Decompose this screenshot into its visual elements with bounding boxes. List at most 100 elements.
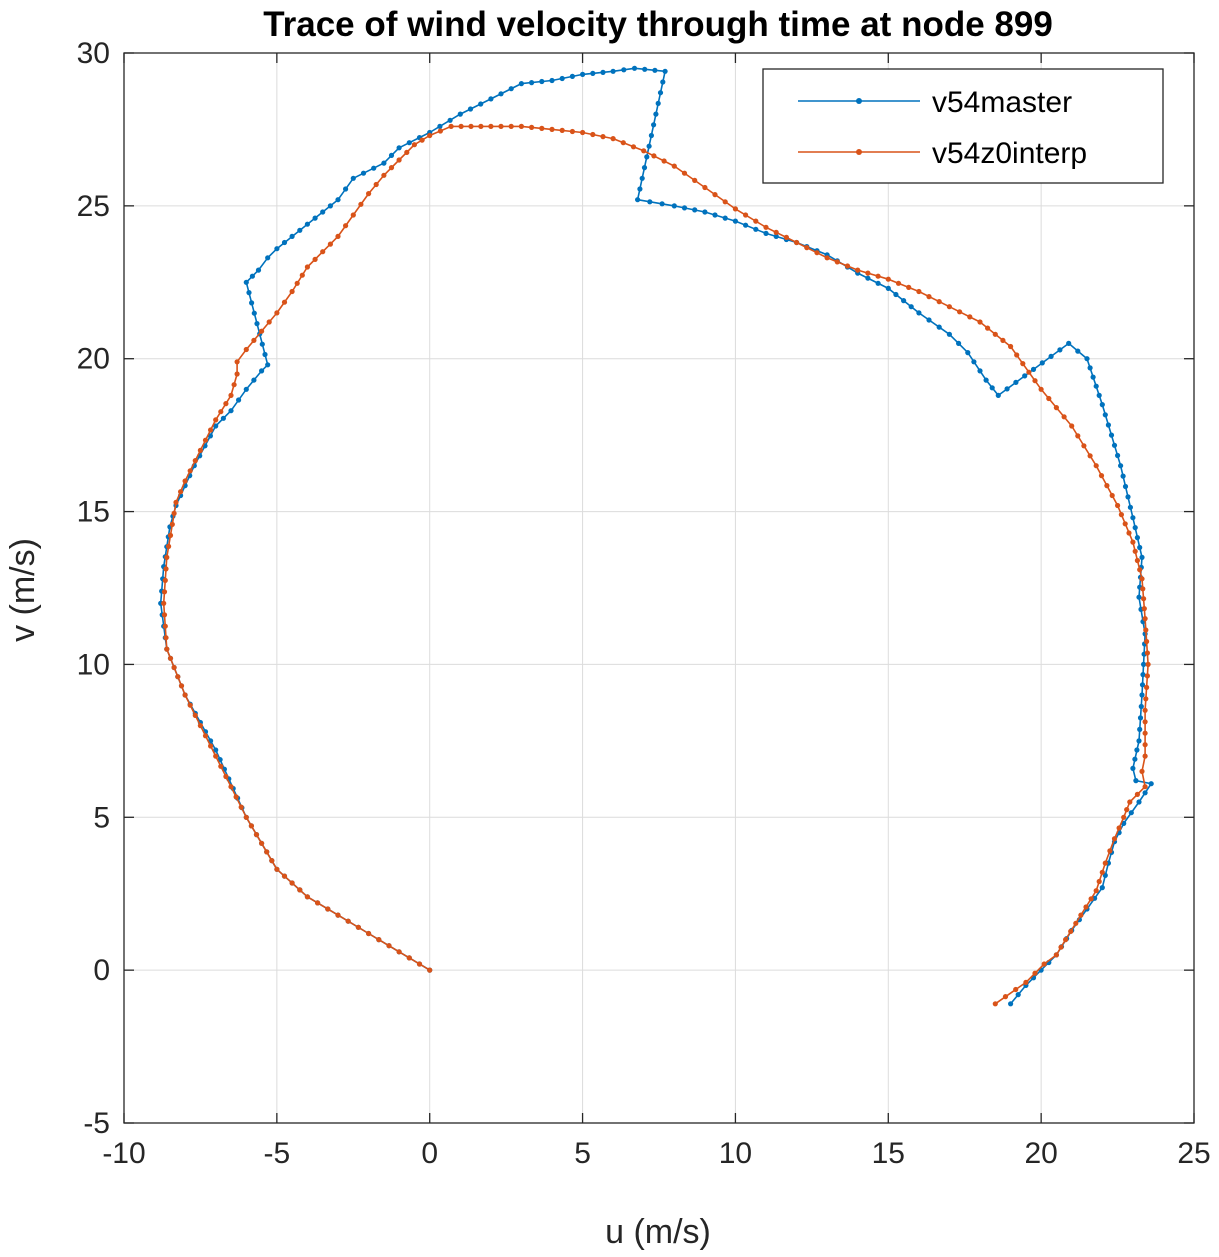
series-point-v54z0interp (274, 866, 280, 872)
legend-box (762, 68, 1164, 184)
series-point-v54master (662, 68, 668, 74)
series-point-v54z0interp (162, 577, 168, 584)
series-point-v54master (926, 317, 932, 323)
series-point-v54z0interp (794, 239, 800, 246)
series-point-v54master (875, 280, 881, 286)
series-point-v54master (289, 233, 295, 239)
series-point-v54master (977, 368, 983, 374)
series-point-v54z0interp (1008, 343, 1014, 350)
series-point-v54z0interp (304, 894, 310, 900)
series-point-v54z0interp (373, 181, 379, 188)
series-point-v54master (251, 377, 257, 383)
series-point-v54master (265, 362, 271, 368)
series-point-v54z0interp (1087, 453, 1093, 459)
series-point-v54master (1115, 452, 1121, 459)
x-tick-label-3: 5 (574, 1137, 591, 1170)
series-point-v54z0interp (419, 137, 425, 143)
series-point-v54master (657, 90, 664, 96)
series-point-v54z0interp (1142, 730, 1148, 736)
series-point-v54z0interp (396, 949, 402, 955)
series-point-v54z0interp (335, 912, 341, 918)
series-point-v54z0interp (1132, 548, 1138, 554)
series-point-v54z0interp (269, 858, 275, 864)
series-point-v54master (457, 111, 463, 117)
series-point-v54z0interp (1141, 596, 1147, 602)
series-point-v54master (371, 165, 377, 171)
series-point-v54master (1139, 692, 1145, 698)
series-point-v54master (1111, 442, 1118, 448)
series-point-v54z0interp (171, 664, 177, 671)
series-point-v54z0interp (824, 255, 830, 261)
series-point-v54master (1139, 682, 1146, 688)
series-point-v54z0interp (182, 478, 188, 484)
series-point-v54master (635, 197, 641, 203)
series-point-v54z0interp (161, 589, 168, 595)
series-point-v54master (646, 143, 652, 149)
series-point-v54z0interp (299, 272, 305, 278)
series-point-v54z0interp (366, 191, 372, 197)
series-point-v54z0interp (783, 234, 790, 240)
series-point-v54z0interp (234, 359, 240, 365)
series-point-v54master (228, 408, 234, 414)
series-point-v54z0interp (1144, 684, 1150, 691)
series-point-v54z0interp (388, 165, 395, 171)
series-point-v54master (1141, 661, 1147, 668)
series-point-v54master (1013, 379, 1019, 385)
series-point-v54z0interp (202, 437, 209, 443)
series-point-v54z0interp (681, 170, 688, 176)
series-point-v54master (936, 324, 942, 330)
series-point-v54z0interp (182, 692, 188, 698)
series-point-v54z0interp (1115, 502, 1121, 509)
series-point-v54master (702, 209, 708, 215)
series-point-v54z0interp (1145, 661, 1151, 668)
series-point-v54z0interp (259, 328, 265, 334)
x-tick-label-0: -10 (102, 1137, 145, 1170)
series-point-v54z0interp (1032, 378, 1038, 384)
series-point-v54z0interp (350, 212, 356, 218)
series-point-v54z0interp (478, 123, 484, 129)
series-point-v54z0interp (223, 773, 229, 780)
series-point-v54master (1133, 778, 1139, 784)
series-point-v54master (381, 160, 387, 166)
series-point-v54master (1099, 402, 1105, 408)
series-point-v54master (265, 255, 271, 261)
series-point-v54master (989, 385, 995, 391)
series-point-v54master (1148, 781, 1154, 787)
series-point-v54z0interp (590, 131, 596, 138)
legend-marker-v54z0interp (856, 149, 862, 155)
grid (123, 52, 1195, 1124)
series-point-v54master (1136, 799, 1142, 805)
series-point-v54z0interp (610, 136, 616, 142)
series-point-v54master (1127, 504, 1133, 510)
series-point-v54master (478, 101, 484, 107)
series-point-v54master (1118, 463, 1124, 469)
series-point-v54master (281, 239, 288, 246)
series-point-v54master (1130, 515, 1136, 521)
legend-label-v54master: v54master (932, 86, 1072, 119)
series-point-v54z0interp (1116, 825, 1122, 831)
series-point-v54master (396, 145, 402, 151)
series-line-v54master (159, 67, 1152, 1005)
series-point-v54master (621, 67, 627, 73)
series-point-v54master (651, 122, 657, 128)
x-tick-label-4: 10 (719, 1137, 752, 1170)
series-point-v54z0interp (1020, 361, 1026, 367)
series-point-v54z0interp (1058, 944, 1064, 950)
series-point-v54z0interp (355, 924, 361, 930)
series-point-v54master (732, 218, 739, 224)
series-point-v54z0interp (1124, 807, 1130, 813)
series-point-v54z0interp (166, 543, 172, 550)
series-point-v54z0interp (167, 532, 174, 539)
series-point-v54z0interp (345, 918, 351, 924)
series-point-v54z0interp (1143, 696, 1149, 702)
series-point-v54z0interp (213, 417, 219, 423)
series-point-v54z0interp (325, 906, 331, 912)
x-tick-label-2: 0 (421, 1137, 438, 1170)
series-point-v54z0interp (253, 832, 260, 838)
series-point-v54z0interp (164, 646, 170, 652)
series-point-v54z0interp (1014, 352, 1020, 358)
series-point-v54master (1015, 992, 1021, 998)
series-point-v54master (406, 140, 412, 146)
series-point-v54z0interp (1139, 576, 1145, 582)
series-point-v54z0interp (1143, 627, 1149, 633)
